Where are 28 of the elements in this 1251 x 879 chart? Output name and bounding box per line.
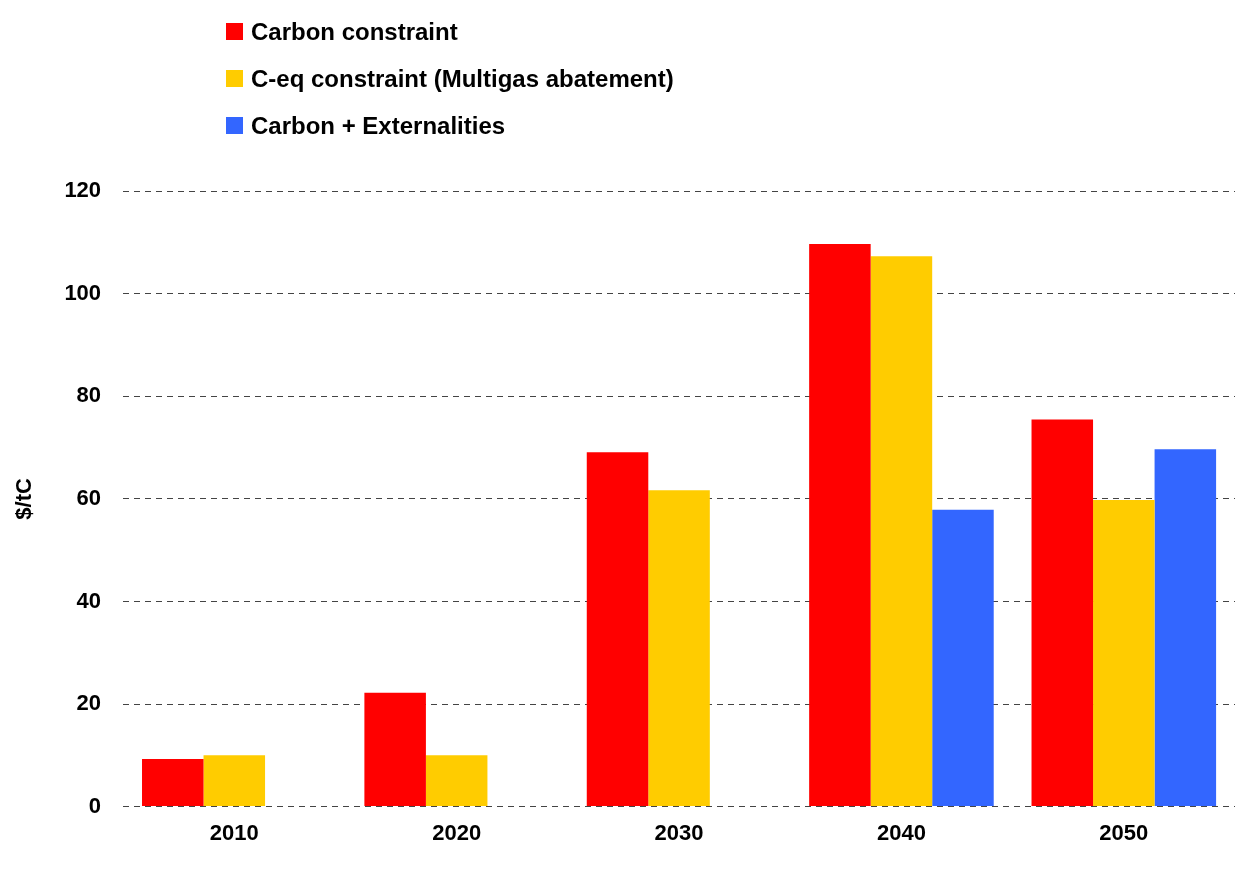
y-axis-title: $/tC: [11, 478, 37, 520]
x-tick-label: 2010: [209, 819, 259, 845]
y-tick-label: 40: [76, 587, 102, 613]
bar: [203, 755, 266, 807]
legend-label: Carbon + Externalities: [251, 111, 506, 140]
bar: [1154, 449, 1217, 807]
bar: [648, 490, 710, 807]
legend-label: Carbon constraint: [251, 17, 458, 46]
y-tick-label: 20: [76, 690, 102, 716]
y-tick-label: 100: [64, 279, 102, 305]
y-tick-label: 80: [76, 382, 102, 408]
bar: [870, 256, 933, 807]
bar: [586, 452, 649, 807]
x-tick-label: 2030: [654, 819, 704, 845]
bar: [1093, 499, 1155, 807]
y-tick-label: 120: [64, 177, 102, 203]
y-tick-label: 60: [76, 484, 102, 510]
bar: [425, 755, 488, 807]
x-tick-label: 2040: [876, 819, 926, 845]
x-tick-label: 2020: [432, 819, 482, 845]
x-tick-label: 2050: [1099, 819, 1149, 845]
bar: [1031, 419, 1094, 807]
y-tick-label: 0: [88, 792, 102, 818]
bar: [809, 244, 871, 807]
bar: [364, 692, 426, 807]
bar: [932, 509, 994, 807]
legend-label: C-eq constraint (Multigas abatement): [251, 64, 674, 93]
bar: [142, 758, 204, 807]
